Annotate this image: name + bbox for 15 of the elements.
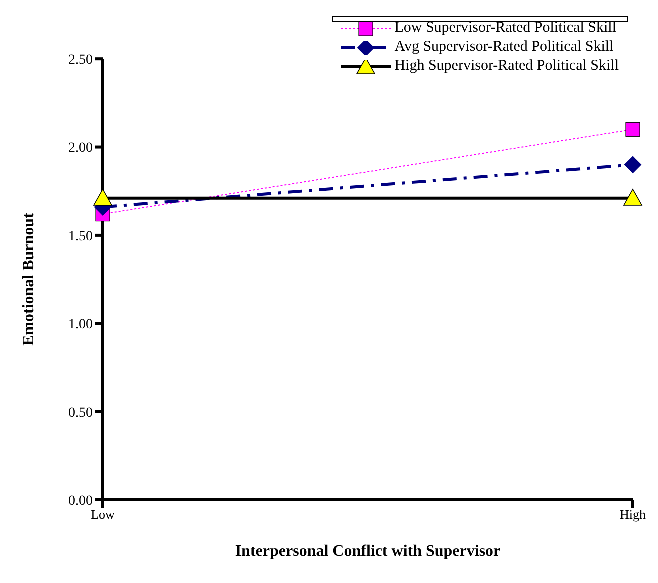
y-tick-label: 0.00 <box>68 494 93 509</box>
x-tick-label: High <box>620 507 646 522</box>
legend-label: Low Supervisor-Rated Political Skill <box>394 19 616 38</box>
y-tick-label: 2.50 <box>68 53 93 68</box>
x-axis-title: Interpersonal Conflict with Supervisor <box>235 543 501 560</box>
y-tick-label: 1.00 <box>68 318 93 333</box>
point <box>626 122 640 137</box>
x-tick-label: Low <box>91 507 116 522</box>
y-tick-label: 0.50 <box>68 406 93 421</box>
point <box>624 156 642 174</box>
y-axis-title: Emotional Burnout <box>20 212 38 346</box>
y-tick-label: 1.50 <box>68 229 93 244</box>
y-tick-label: 2.00 <box>68 141 93 156</box>
legend-label: High Supervisor-Rated Political Skill <box>394 57 619 76</box>
legend-label: Avg Supervisor-Rated Political Skill <box>394 38 614 57</box>
